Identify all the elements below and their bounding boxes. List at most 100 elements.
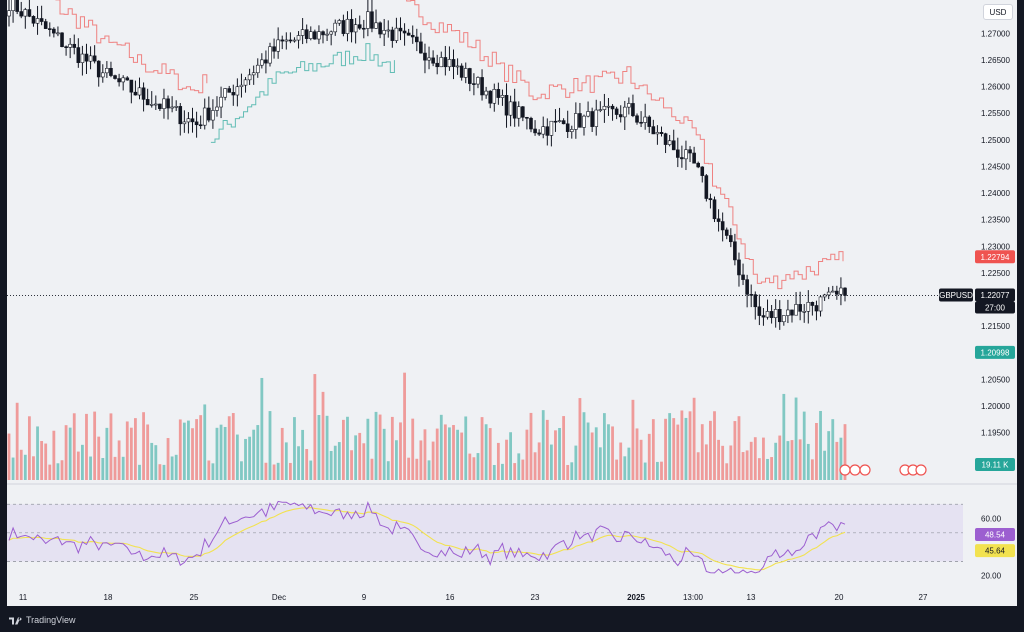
- price-tick-label: 1.27000: [981, 29, 1010, 38]
- candle-body: [472, 83, 476, 85]
- candle-body: [541, 126, 546, 135]
- volume-bar: [488, 428, 492, 480]
- volume-bar: [40, 440, 44, 480]
- candle-body: [692, 152, 696, 164]
- volume-bar: [240, 461, 243, 480]
- candle-body: [631, 103, 635, 117]
- candle-body: [394, 27, 399, 41]
- candle-body: [419, 41, 423, 54]
- volume-bar: [598, 447, 602, 480]
- candle-body: [92, 55, 97, 62]
- candle-body: [586, 111, 590, 117]
- volume-bar: [435, 428, 439, 480]
- candle-body: [72, 43, 77, 48]
- volume-bar: [651, 419, 655, 480]
- volume-bar: [32, 456, 35, 480]
- candle-body: [578, 113, 582, 128]
- candle-body: [300, 29, 305, 36]
- candle-body: [264, 59, 268, 64]
- candle-body: [826, 291, 831, 296]
- candle-body: [590, 111, 594, 127]
- rsi-ma-value-label-box: [975, 544, 1015, 558]
- candle-body: [215, 106, 219, 111]
- volume-bar: [439, 414, 443, 480]
- volume-bar: [529, 412, 533, 480]
- volume-bar: [44, 443, 48, 480]
- volume-bar: [317, 415, 321, 480]
- rsi-tick-label: 20.00: [981, 572, 1002, 581]
- volume-bar: [162, 464, 166, 480]
- volume-bar: [105, 427, 109, 480]
- rsi-value-label: 48.54: [985, 530, 1006, 539]
- upper-band-label: 1.22794: [981, 253, 1010, 262]
- volume-bar: [806, 443, 810, 480]
- candle-body: [822, 294, 827, 298]
- candle-body: [207, 107, 211, 121]
- volume-bar: [109, 413, 113, 480]
- candle-body: [614, 108, 619, 115]
- chart-pane[interactable]: 1.27000 1.26500 1.26000 1.25500 1.25000 1.245…: [7, 0, 1017, 606]
- volume-bar: [819, 410, 822, 480]
- candle-body: [415, 36, 419, 43]
- candle-body: [655, 132, 660, 135]
- footer: TradingView: [0, 610, 1024, 632]
- volume-bar: [248, 436, 252, 480]
- volume-bar: [778, 435, 782, 480]
- candle-body: [675, 149, 680, 158]
- volume-bar: [680, 410, 684, 480]
- volume-bar: [525, 429, 529, 480]
- candle-body: [370, 11, 374, 29]
- candle-body: [219, 96, 223, 108]
- time-tick-label: 13:00: [683, 593, 704, 602]
- volume-bar: [664, 418, 667, 480]
- candle-body: [443, 57, 448, 68]
- candle-body: [325, 33, 329, 36]
- volume-bar: [721, 445, 725, 480]
- volume-bar: [835, 441, 839, 480]
- candle-body: [398, 27, 403, 32]
- candle-body: [459, 65, 464, 78]
- candle-body: [96, 60, 101, 78]
- volume-bar: [121, 456, 125, 480]
- candle-body: [680, 157, 684, 160]
- volume-bar: [146, 424, 150, 480]
- candle-body: [553, 120, 558, 123]
- volume-bar: [191, 428, 194, 480]
- volume-bar: [419, 440, 423, 480]
- candle-body: [292, 39, 297, 42]
- volume-bar: [733, 421, 737, 480]
- volume-bar: [623, 456, 627, 480]
- volume-bar: [342, 419, 345, 480]
- candle-body: [545, 126, 550, 136]
- candle-body: [806, 302, 811, 312]
- volume-bar: [839, 437, 843, 480]
- volume-bar: [537, 442, 541, 480]
- candle-body: [378, 22, 382, 35]
- candle-body: [202, 107, 207, 126]
- volume-bar: [501, 463, 504, 480]
- candle-body: [447, 59, 452, 68]
- volume-bar: [704, 444, 708, 480]
- volume-bar: [244, 438, 247, 480]
- volume-bar: [570, 462, 574, 480]
- volume-bar: [794, 397, 798, 480]
- volume-bar: [521, 459, 525, 480]
- countdown-label-box: [975, 301, 1015, 314]
- volume-bar: [545, 419, 549, 480]
- volume-bar: [427, 460, 431, 480]
- candle-body: [243, 79, 248, 86]
- candle-body: [186, 118, 191, 123]
- candle-body: [272, 46, 276, 52]
- currency-button[interactable]: USD: [983, 4, 1013, 20]
- candle-body: [598, 109, 603, 111]
- volume-bar: [647, 433, 651, 480]
- price-tick-label: 1.25500: [981, 109, 1010, 118]
- chart-canvas[interactable]: 1.27000 1.26500 1.26000 1.25500 1.25000 1.245…: [7, 0, 1017, 606]
- volume-bar: [268, 411, 272, 480]
- candle-body: [84, 53, 89, 62]
- candle-body: [337, 20, 342, 24]
- volume-bar: [684, 417, 688, 480]
- candle-body: [504, 95, 509, 116]
- candle-body: [802, 310, 807, 313]
- volume-bar: [117, 440, 121, 480]
